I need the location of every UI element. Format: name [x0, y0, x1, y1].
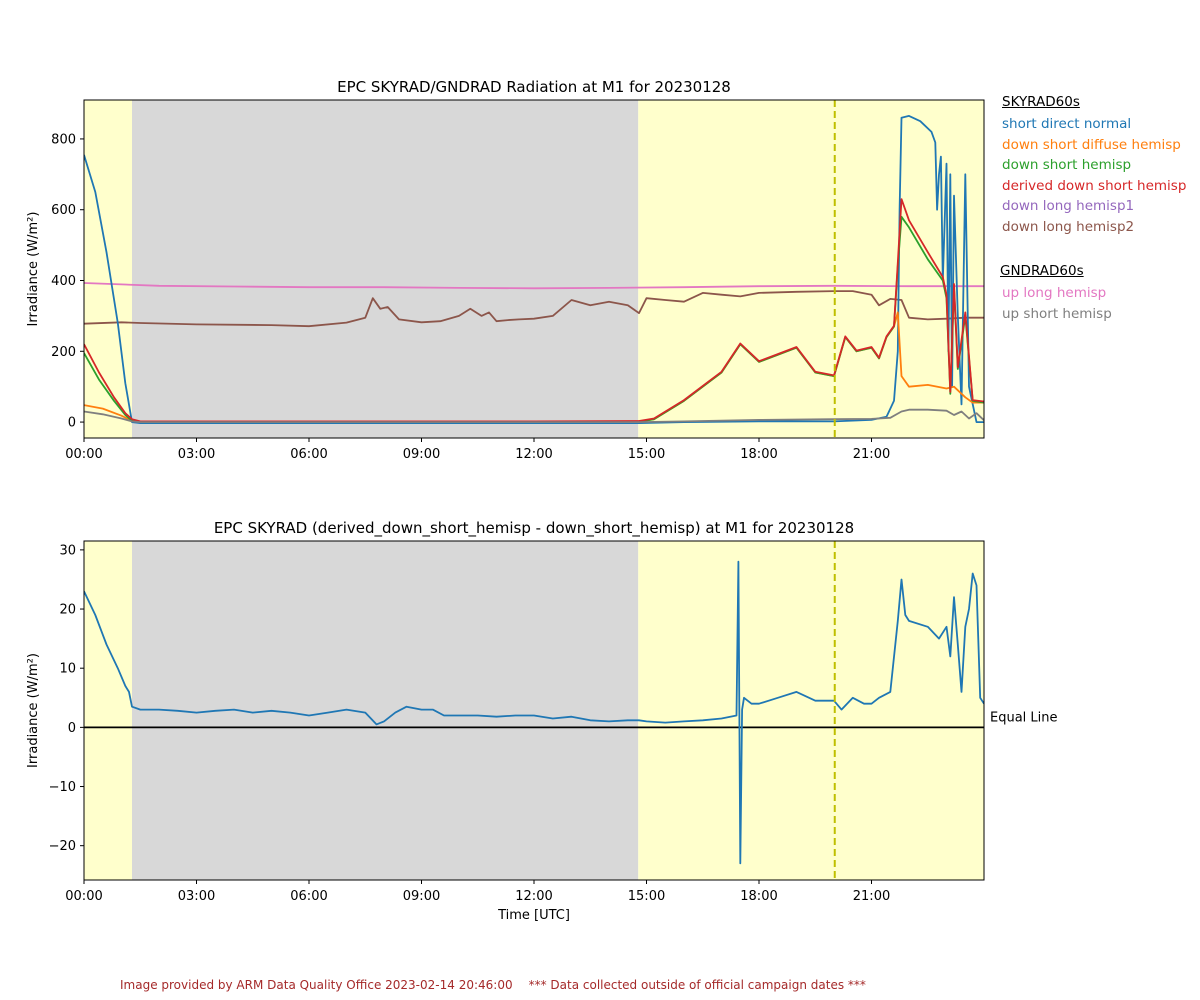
y-tick-label: 800	[51, 132, 76, 147]
x-tick-label: 00:00	[65, 447, 102, 462]
x-tick-label: 00:00	[65, 889, 102, 904]
x-tick-label: 03:00	[178, 889, 215, 904]
legend-gndrad-header: GNDRAD60s	[1000, 263, 1084, 279]
legend-gndrad-item: up long hemisp	[1002, 285, 1107, 301]
equal-line-label: Equal Line	[990, 710, 1058, 725]
legend-skyrad-item: derived down short hemisp	[1002, 177, 1187, 194]
shading-band	[84, 100, 132, 438]
series-line	[84, 290, 984, 328]
plot-title: EPC SKYRAD/GNDRAD Radiation at M1 for 20…	[337, 78, 731, 96]
x-tick-label: 18:00	[740, 889, 777, 904]
y-tick-label: 400	[51, 274, 76, 289]
x-tick-label: 15:00	[628, 447, 665, 462]
x-tick-label: 12:00	[515, 447, 552, 462]
x-tick-label: 18:00	[740, 447, 777, 462]
x-tick-label: 21:00	[853, 447, 890, 462]
series-line	[84, 560, 984, 865]
legend-skyrad-item: down short diffuse hemisp	[1002, 136, 1181, 153]
footer-credit: Image provided by ARM Data Quality Offic…	[120, 978, 882, 992]
legend-skyrad: SKYRAD60s short direct normal down short…	[1002, 94, 1186, 237]
series-line	[84, 408, 984, 423]
y-axis-label: Irradiance (W/m²)	[26, 653, 41, 768]
legend-skyrad-item: short direct normal	[1002, 116, 1132, 132]
legend-skyrad-item: down short hemisp	[1002, 157, 1132, 173]
x-axis-label: Time [UTC]	[497, 908, 570, 923]
series-line	[84, 282, 984, 290]
x-tick-label: 09:00	[403, 889, 440, 904]
y-tick-label: 200	[51, 345, 76, 360]
x-tick-label: 06:00	[290, 447, 327, 462]
footer-credit-text: Image provided by ARM Data Quality Offic…	[120, 978, 513, 992]
x-tick-label: 21:00	[853, 889, 890, 904]
top-radiation-plot: 00:00 03:00 06:00 09:00 12:00 15:00 18:00 21:00…	[26, 78, 985, 462]
shading-band	[638, 100, 984, 438]
y-tick-label: 600	[51, 203, 76, 218]
series-group	[84, 115, 984, 424]
shading-band	[132, 541, 639, 880]
shading-band	[132, 100, 639, 438]
y-tick-label: 0	[68, 416, 76, 431]
shading-band	[84, 541, 132, 880]
y-tick-label: 10	[59, 662, 76, 677]
plot-title: EPC SKYRAD (derived_down_short_hemisp - …	[214, 519, 854, 538]
x-tick-label: 06:00	[290, 889, 327, 904]
footer-notice-text: *** Data collected outside of official c…	[528, 978, 866, 992]
legend-gndrad-item: up short hemisp	[1002, 305, 1112, 322]
legend-skyrad-header: SKYRAD60s	[1002, 94, 1080, 110]
y-tick-label: −20	[49, 839, 76, 854]
y-axis-label: Irradiance (W/m²)	[26, 212, 41, 327]
legend-skyrad-item: down long hemisp2	[1002, 218, 1135, 235]
bottom-difference-plot: 00:00 03:00 06:00 09:00 12:00 15:00 18:00 21:00…	[26, 519, 1058, 923]
shading-band	[638, 541, 984, 880]
x-tick-label: 12:00	[515, 889, 552, 904]
y-tick-label: −10	[49, 780, 76, 795]
y-tick-label: 30	[59, 543, 76, 558]
legend-skyrad-item: down long hemisp1	[1002, 198, 1135, 214]
x-tick-label: 09:00	[403, 447, 440, 462]
y-tick-label: 20	[59, 603, 76, 618]
series-group	[84, 560, 984, 865]
x-tick-label: 15:00	[628, 889, 665, 904]
legend-gndrad: GNDRAD60s up long hemisp up short hemisp	[1000, 263, 1112, 324]
x-tick-label: 03:00	[178, 447, 215, 462]
y-tick-label: 0	[68, 721, 76, 736]
